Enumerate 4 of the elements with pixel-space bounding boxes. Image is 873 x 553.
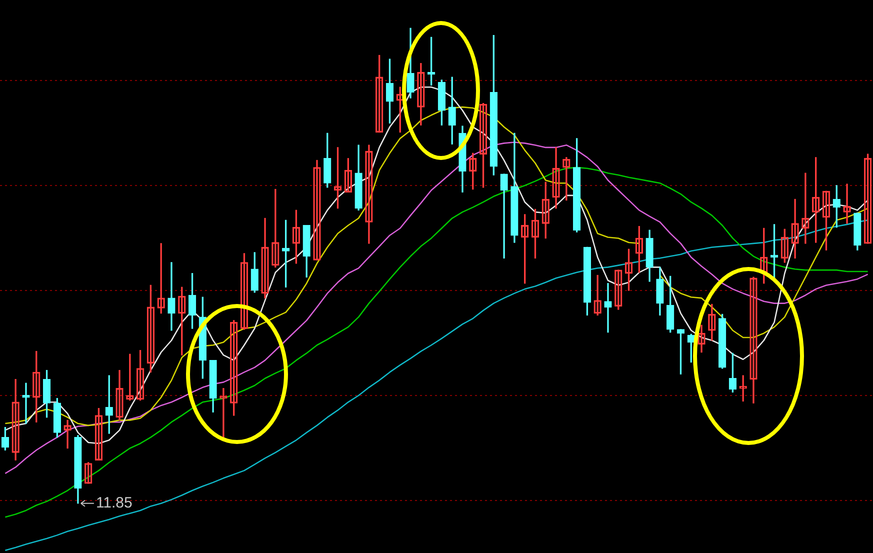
candlestick <box>168 262 176 331</box>
candlestick <box>500 174 508 258</box>
candlestick <box>604 283 612 333</box>
annotation: 11.85 <box>96 494 132 512</box>
